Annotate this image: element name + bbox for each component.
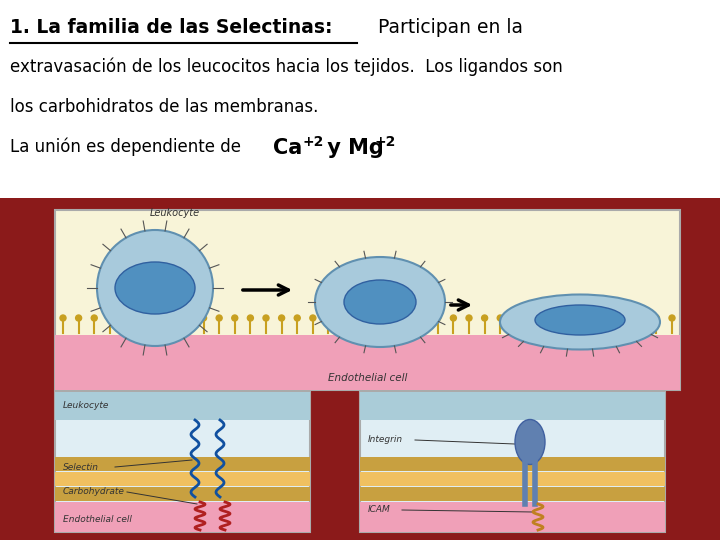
Circle shape bbox=[388, 315, 394, 321]
Circle shape bbox=[153, 315, 160, 321]
Ellipse shape bbox=[315, 257, 445, 347]
Text: Integrin: Integrin bbox=[368, 435, 403, 444]
Bar bbox=[55, 392, 310, 532]
Bar bbox=[0, 0, 720, 200]
Text: +2: +2 bbox=[374, 135, 395, 149]
Ellipse shape bbox=[515, 420, 545, 464]
Bar bbox=[0, 200, 55, 540]
Circle shape bbox=[669, 315, 675, 321]
Circle shape bbox=[356, 315, 363, 321]
Text: +2: +2 bbox=[302, 135, 323, 149]
Text: Leukocyte: Leukocyte bbox=[63, 402, 109, 410]
Circle shape bbox=[341, 315, 347, 321]
Circle shape bbox=[544, 315, 550, 321]
Text: Participan en la: Participan en la bbox=[360, 18, 523, 37]
Circle shape bbox=[60, 315, 66, 321]
Bar bbox=[55, 210, 680, 390]
Bar bbox=[55, 502, 310, 532]
Circle shape bbox=[653, 315, 660, 321]
Bar bbox=[0, 532, 720, 540]
Circle shape bbox=[107, 315, 113, 321]
Circle shape bbox=[606, 315, 613, 321]
Ellipse shape bbox=[344, 280, 416, 324]
Text: extravasación de los leucocitos hacia los tejidos.  Los ligandos son: extravasación de los leucocitos hacia lo… bbox=[10, 58, 563, 77]
Circle shape bbox=[513, 315, 519, 321]
Circle shape bbox=[76, 315, 81, 321]
Bar bbox=[360, 487, 665, 501]
Bar bbox=[0, 198, 720, 210]
Circle shape bbox=[169, 315, 175, 321]
Bar bbox=[55, 457, 310, 471]
Circle shape bbox=[559, 315, 566, 321]
Bar bbox=[360, 502, 665, 532]
Text: Endothelial cell: Endothelial cell bbox=[63, 516, 132, 524]
Circle shape bbox=[294, 315, 300, 321]
Ellipse shape bbox=[535, 305, 625, 335]
Circle shape bbox=[419, 315, 425, 321]
Circle shape bbox=[638, 315, 644, 321]
Text: Endothelial cell: Endothelial cell bbox=[328, 373, 408, 383]
Circle shape bbox=[403, 315, 410, 321]
Text: y Mg: y Mg bbox=[320, 138, 384, 158]
Bar bbox=[55, 472, 310, 486]
Circle shape bbox=[372, 315, 378, 321]
Text: Leukocyte: Leukocyte bbox=[150, 208, 200, 218]
Bar bbox=[55, 487, 310, 501]
Bar bbox=[360, 457, 665, 471]
Text: Ca: Ca bbox=[273, 138, 302, 158]
Text: los carbohidratos de las membranas.: los carbohidratos de las membranas. bbox=[10, 98, 318, 116]
Circle shape bbox=[97, 230, 213, 346]
Bar bbox=[680, 200, 720, 540]
Circle shape bbox=[435, 315, 441, 321]
Ellipse shape bbox=[115, 262, 195, 314]
Text: Carbohydrate: Carbohydrate bbox=[63, 488, 125, 496]
Text: Selectin: Selectin bbox=[63, 462, 99, 471]
Circle shape bbox=[138, 315, 144, 321]
Bar bbox=[0, 534, 720, 540]
Circle shape bbox=[622, 315, 628, 321]
Text: ICAM: ICAM bbox=[368, 505, 391, 515]
Circle shape bbox=[310, 315, 316, 321]
Circle shape bbox=[482, 315, 487, 321]
Ellipse shape bbox=[500, 294, 660, 349]
Circle shape bbox=[591, 315, 597, 321]
Bar bbox=[360, 472, 665, 486]
Circle shape bbox=[122, 315, 128, 321]
Circle shape bbox=[263, 315, 269, 321]
Text: 1. La familia de las Selectinas:: 1. La familia de las Selectinas: bbox=[10, 18, 333, 37]
Circle shape bbox=[451, 315, 456, 321]
Bar bbox=[360, 392, 665, 420]
Circle shape bbox=[528, 315, 534, 321]
Circle shape bbox=[91, 315, 97, 321]
Bar bbox=[360, 392, 665, 532]
Circle shape bbox=[575, 315, 581, 321]
Circle shape bbox=[279, 315, 284, 321]
Circle shape bbox=[185, 315, 191, 321]
Circle shape bbox=[248, 315, 253, 321]
Circle shape bbox=[466, 315, 472, 321]
Circle shape bbox=[232, 315, 238, 321]
Text: La unión es dependiente de: La unión es dependiente de bbox=[10, 138, 251, 157]
Circle shape bbox=[325, 315, 331, 321]
Circle shape bbox=[216, 315, 222, 321]
Bar bbox=[55, 335, 680, 390]
Circle shape bbox=[201, 315, 207, 321]
Bar bbox=[55, 392, 310, 420]
Circle shape bbox=[498, 315, 503, 321]
